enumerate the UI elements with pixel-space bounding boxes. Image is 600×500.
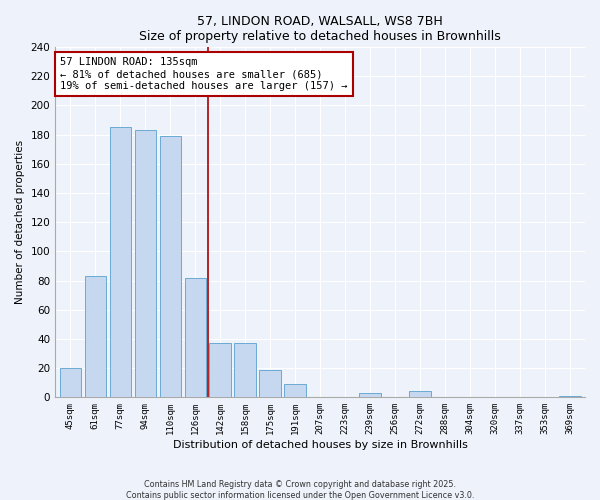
X-axis label: Distribution of detached houses by size in Brownhills: Distribution of detached houses by size … <box>173 440 467 450</box>
Bar <box>85 276 106 398</box>
Bar <box>359 393 380 398</box>
Bar <box>259 370 281 398</box>
Title: 57, LINDON ROAD, WALSALL, WS8 7BH
Size of property relative to detached houses i: 57, LINDON ROAD, WALSALL, WS8 7BH Size o… <box>139 15 501 43</box>
Bar <box>209 344 231 398</box>
Bar <box>409 392 431 398</box>
Bar <box>284 384 306 398</box>
Y-axis label: Number of detached properties: Number of detached properties <box>15 140 25 304</box>
Bar <box>59 368 81 398</box>
Text: 57 LINDON ROAD: 135sqm
← 81% of detached houses are smaller (685)
19% of semi-de: 57 LINDON ROAD: 135sqm ← 81% of detached… <box>61 58 348 90</box>
Bar <box>559 396 581 398</box>
Bar <box>134 130 156 398</box>
Bar <box>160 136 181 398</box>
Bar <box>235 344 256 398</box>
Bar <box>185 278 206 398</box>
Text: Contains HM Land Registry data © Crown copyright and database right 2025.
Contai: Contains HM Land Registry data © Crown c… <box>126 480 474 500</box>
Bar <box>110 127 131 398</box>
